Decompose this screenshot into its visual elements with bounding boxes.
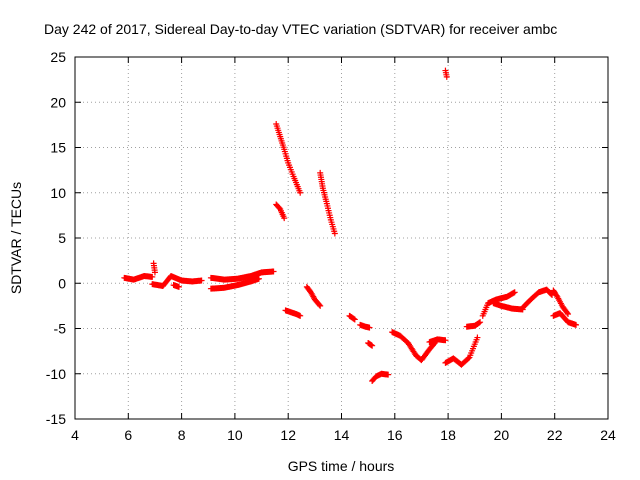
data-segment (442, 67, 450, 80)
data-segment (207, 268, 277, 283)
x-tick-label: 18 (440, 427, 456, 443)
data-point-markers (346, 312, 358, 323)
data-point-markers (369, 370, 392, 384)
x-tick-label: 22 (547, 427, 563, 443)
data-point-markers (150, 260, 158, 276)
data-point-markers (490, 300, 526, 313)
y-tick-label: 10 (50, 185, 66, 201)
x-axis-label: GPS time / hours (288, 458, 395, 474)
x-tick-label: 6 (124, 427, 132, 443)
x-tick-label: 14 (334, 427, 350, 443)
y-tick-label: 20 (50, 94, 66, 110)
y-axis-label: SDTVAR / TECUs (8, 182, 24, 294)
x-tick-label: 10 (227, 427, 243, 443)
y-tick-label: -10 (46, 366, 66, 382)
data-segment (273, 201, 288, 222)
data-segment (442, 334, 481, 368)
y-tick-label: 25 (50, 49, 66, 65)
data-point-markers (550, 287, 572, 318)
data-segment (150, 260, 158, 276)
data-segment (369, 370, 392, 384)
data-segment (357, 321, 373, 331)
data-point-markers (207, 275, 262, 292)
x-tick-label: 24 (600, 427, 616, 443)
data-segment (346, 312, 358, 323)
data-point-markers (170, 282, 182, 290)
data-segment (463, 319, 484, 330)
data-segment (426, 336, 449, 346)
data-segment (550, 310, 580, 328)
data-point-markers (357, 321, 373, 331)
data-segment (273, 120, 304, 196)
data-point-markers (149, 273, 205, 289)
data-point-markers (303, 283, 324, 309)
data-segment (149, 273, 205, 289)
y-tick-labels: -15 -10 -5 0 5 10 15 20 25 (46, 49, 66, 427)
y-tick-label: -15 (46, 411, 66, 427)
x-tick-label: 4 (71, 427, 79, 443)
grid-lines (75, 57, 608, 419)
data-point-markers (550, 310, 580, 328)
x-tick-label: 20 (494, 427, 510, 443)
data-segment (121, 273, 156, 283)
data-segment (317, 169, 338, 237)
data-point-markers (519, 286, 556, 311)
data-segment (389, 329, 438, 364)
axis-ticks (74, 56, 609, 420)
x-tick-label: 8 (178, 427, 186, 443)
data-points (121, 67, 580, 384)
data-point-markers (273, 120, 304, 196)
data-point-markers (365, 339, 376, 349)
data-point-markers (389, 329, 438, 364)
y-tick-label: -5 (54, 321, 67, 337)
data-point-markers (207, 268, 277, 283)
data-point-markers (317, 169, 338, 237)
data-point-markers (442, 334, 481, 368)
data-segment (207, 275, 262, 292)
x-tick-label: 16 (387, 427, 403, 443)
x-tick-label: 12 (280, 427, 296, 443)
data-point-markers (121, 273, 156, 283)
chart-title: Day 242 of 2017, Sidereal Day-to-day VTE… (44, 21, 557, 37)
y-tick-label: 0 (58, 275, 66, 291)
y-tick-label: 15 (50, 140, 66, 156)
data-segment (365, 339, 376, 349)
data-point-markers (442, 67, 450, 80)
data-segment (550, 287, 572, 318)
data-segment (282, 307, 304, 319)
data-point-markers (282, 307, 304, 319)
data-point-markers (273, 201, 288, 222)
data-segment (303, 283, 324, 309)
data-segment (170, 282, 182, 290)
data-segment (490, 300, 526, 313)
data-point-markers (463, 319, 484, 330)
x-tick-labels: 4 6 8 10 12 14 16 18 20 22 24 (71, 427, 616, 443)
data-point-markers (426, 336, 449, 346)
data-segment (519, 286, 556, 311)
y-tick-label: 5 (58, 230, 66, 246)
